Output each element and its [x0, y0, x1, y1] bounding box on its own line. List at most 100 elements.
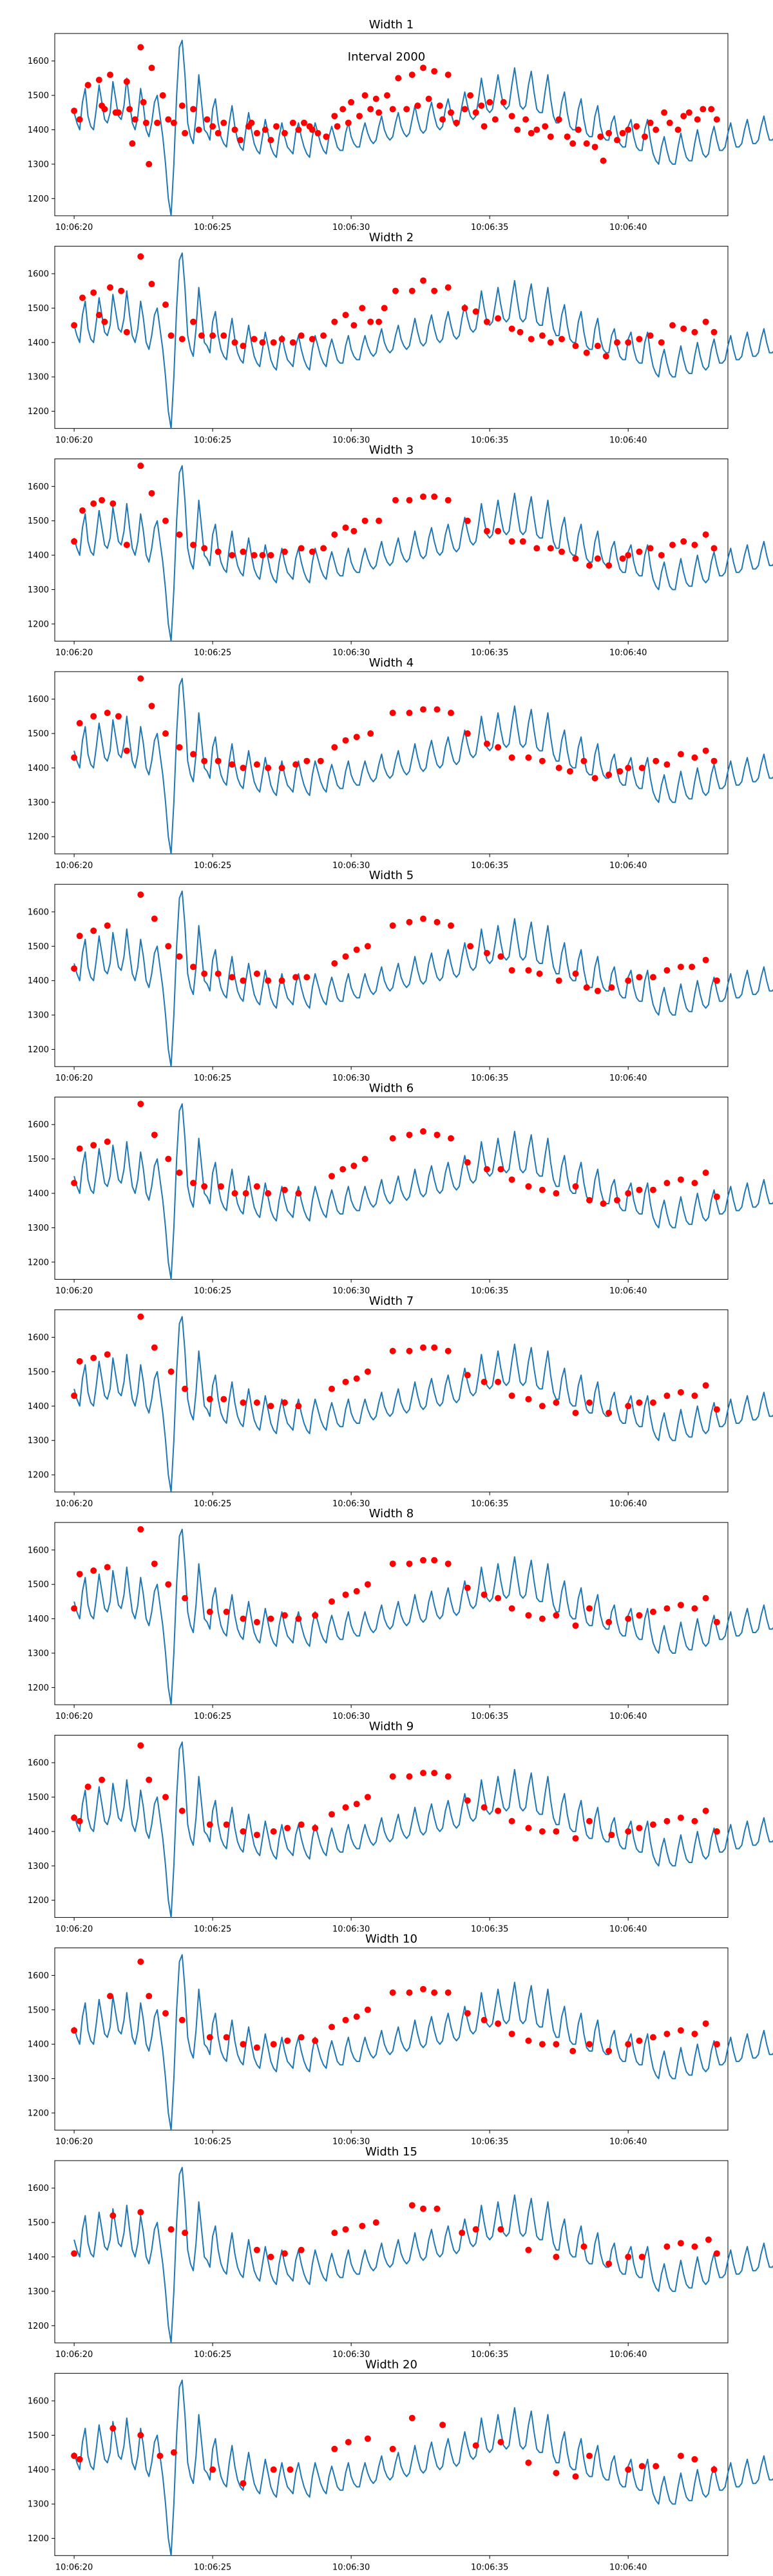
y-tick-label: 1200: [28, 1896, 49, 1906]
peak-marker: [162, 301, 169, 308]
peak-marker: [342, 737, 349, 744]
plot-area: [54, 1309, 729, 1493]
peak-marker: [420, 64, 426, 71]
y-tick-label: 1500: [28, 91, 49, 101]
peak-marker: [691, 1817, 698, 1824]
x-tick-label: 10:06:40: [609, 435, 647, 445]
peak-marker: [663, 1180, 671, 1186]
signal-line: [73, 252, 773, 430]
peak-marker: [649, 2034, 656, 2041]
peak-marker: [342, 2226, 349, 2233]
peak-marker: [298, 332, 305, 339]
peak-marker: [71, 754, 78, 761]
peak-marker: [625, 126, 632, 133]
peak-marker: [71, 2250, 78, 2257]
peak-marker: [309, 548, 316, 555]
peak-marker: [312, 2037, 319, 2044]
peak-marker: [206, 1821, 213, 1828]
peak-marker: [713, 1193, 720, 1200]
peak-marker: [182, 1595, 189, 1602]
peak-marker: [278, 764, 285, 772]
peak-marker: [389, 106, 396, 113]
peak-marker: [702, 318, 709, 325]
peak-marker: [115, 109, 122, 116]
y-tick-label: 1400: [28, 1615, 49, 1624]
signal-line: [73, 677, 773, 855]
peak-marker: [240, 1615, 247, 1622]
peak-marker: [372, 2219, 379, 2226]
peak-marker: [334, 123, 341, 130]
peak-marker: [481, 123, 488, 130]
peak-marker: [123, 542, 130, 549]
x-tick-label: 10:06:25: [194, 1924, 231, 1934]
peak-marker: [182, 1385, 189, 1392]
peak-marker: [71, 2027, 78, 2034]
peak-marker: [151, 915, 158, 922]
peak-marker: [408, 71, 415, 79]
peak-marker: [553, 1190, 560, 1197]
peak-marker: [292, 761, 300, 768]
peak-marker: [389, 1135, 396, 1142]
y-tick-label: 1500: [28, 1367, 49, 1377]
y-tick-label: 1500: [28, 1580, 49, 1590]
peak-marker: [586, 2041, 593, 2048]
y-tick-label: 1500: [28, 1793, 49, 1803]
peak-marker: [572, 971, 579, 977]
y-tick-label: 1600: [28, 1333, 49, 1343]
peak-marker: [178, 102, 186, 109]
peak-marker: [364, 1794, 371, 1801]
peak-marker: [481, 2016, 488, 2023]
peak-marker: [240, 2480, 247, 2487]
peak-marker: [107, 1993, 113, 2000]
peak-marker: [522, 116, 530, 123]
peak-marker: [76, 1358, 83, 1365]
peak-marker: [625, 1615, 632, 1622]
peak-marker: [614, 1197, 620, 1204]
peak-marker: [104, 922, 111, 929]
peak-marker: [162, 730, 169, 737]
peak-marker: [555, 764, 562, 772]
y-tick-label: 1600: [28, 907, 49, 917]
peak-marker: [625, 552, 632, 559]
peak-marker: [572, 1835, 579, 1842]
peak-marker: [647, 545, 654, 552]
x-tick-label: 10:06:25: [194, 861, 231, 871]
peak-marker: [361, 92, 368, 99]
y-tick-label: 1500: [28, 2219, 49, 2228]
peak-marker: [76, 2456, 83, 2463]
peak-marker: [240, 343, 247, 350]
x-tick-label: 10:06:35: [471, 435, 508, 445]
peak-marker: [677, 1814, 684, 1821]
peak-marker: [148, 64, 155, 71]
peak-marker: [547, 133, 554, 140]
peak-marker: [342, 1591, 349, 1598]
x-tick-label: 10:06:35: [471, 2137, 508, 2147]
x-tick-label: 10:06:25: [194, 1074, 231, 1083]
peak-marker: [663, 761, 671, 768]
plot-area: [54, 1734, 729, 1918]
x-tick-label: 10:06:30: [332, 649, 370, 658]
peak-marker: [353, 1375, 360, 1382]
plot-area: [54, 459, 729, 642]
peak-marker: [606, 562, 613, 569]
peak-marker: [284, 1824, 291, 1832]
peak-marker: [403, 106, 410, 113]
peak-marker: [533, 126, 540, 133]
peak-marker: [528, 336, 535, 343]
peak-marker: [353, 2013, 360, 2020]
x-tick-label: 10:06:35: [471, 1074, 508, 1083]
peak-marker: [312, 1824, 319, 1832]
peak-marker: [331, 2445, 338, 2452]
peak-marker: [376, 318, 383, 325]
y-tick-label: 1200: [28, 194, 49, 204]
peak-marker: [331, 960, 338, 967]
plot-area: [54, 1522, 729, 1705]
y-tick-label: 1600: [28, 2184, 49, 2193]
peak-marker: [448, 1135, 454, 1142]
peak-marker: [483, 1166, 490, 1173]
y-tick-label: 1300: [28, 1011, 49, 1021]
peak-marker: [364, 1368, 371, 1375]
peak-marker: [583, 140, 590, 147]
peak-marker: [649, 1186, 656, 1193]
peak-marker: [137, 44, 144, 51]
